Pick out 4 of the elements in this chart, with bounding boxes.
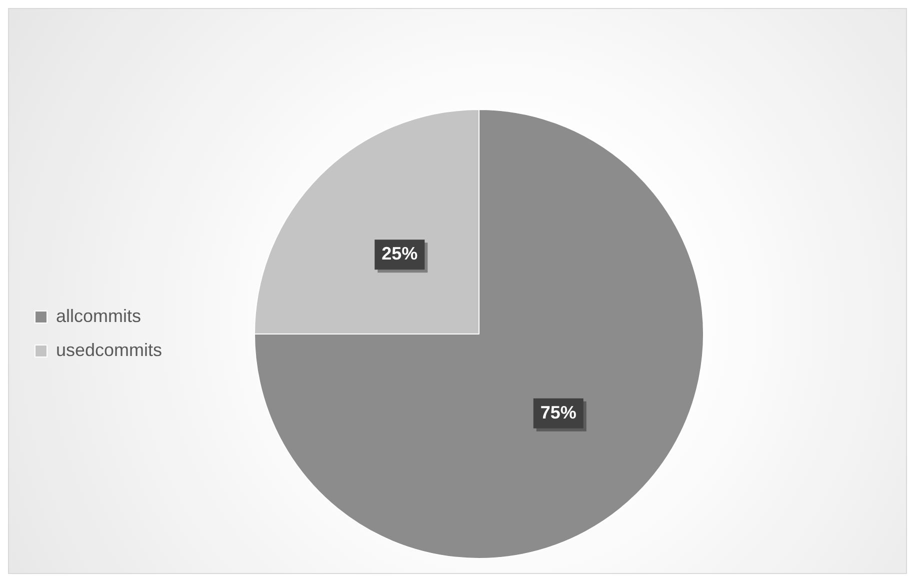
data-label: 75% [540, 402, 576, 422]
data-label: 25% [382, 244, 418, 264]
legend-label: allcommits [56, 306, 142, 326]
legend-label: usedcommits [56, 340, 162, 360]
